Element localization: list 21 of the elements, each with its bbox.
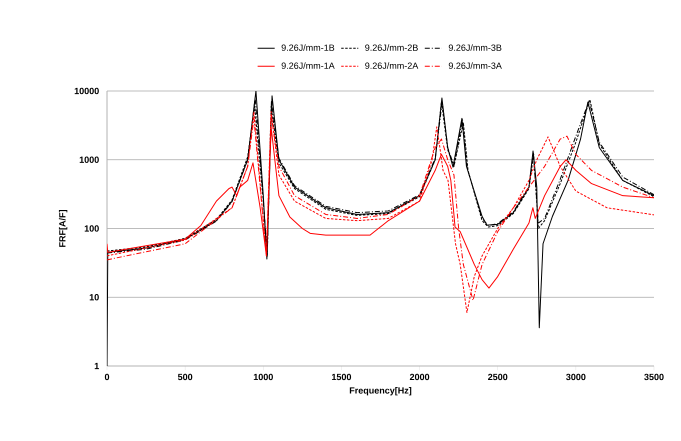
y-tick-label: 10 [90, 294, 99, 300]
x-tick-label: 3500 [644, 374, 664, 380]
legend-label: 9.26J/mm-1A [282, 62, 335, 69]
y-tick-label: 10000 [74, 88, 99, 94]
legend-label: 9.26J/mm-2A [365, 62, 418, 69]
y-tick-label: 100 [84, 225, 99, 232]
legend-label: 9.26J/mm-3A [448, 62, 502, 69]
y-axis-title: FRF[A/F] [58, 210, 68, 247]
legend-label: 9.26J/mm-1B [282, 44, 334, 51]
y-tick-label: 1000 [80, 156, 99, 163]
x-tick-label: 1000 [254, 374, 273, 380]
x-tick-label: 3000 [566, 374, 586, 380]
legend-label: 9.26J/mm-3B [448, 44, 502, 51]
x-tick-label: 500 [178, 374, 192, 380]
x-tick-label: 1500 [332, 374, 352, 380]
x-axis-title: Frequency[Hz] [350, 387, 412, 396]
legend-label: 9.26J/mm-2B [365, 44, 418, 51]
y-tick-label: 1 [94, 362, 99, 370]
x-tick-label: 2000 [410, 374, 430, 380]
x-tick-label: 0 [104, 374, 110, 380]
x-tick-label: 2500 [488, 374, 508, 380]
